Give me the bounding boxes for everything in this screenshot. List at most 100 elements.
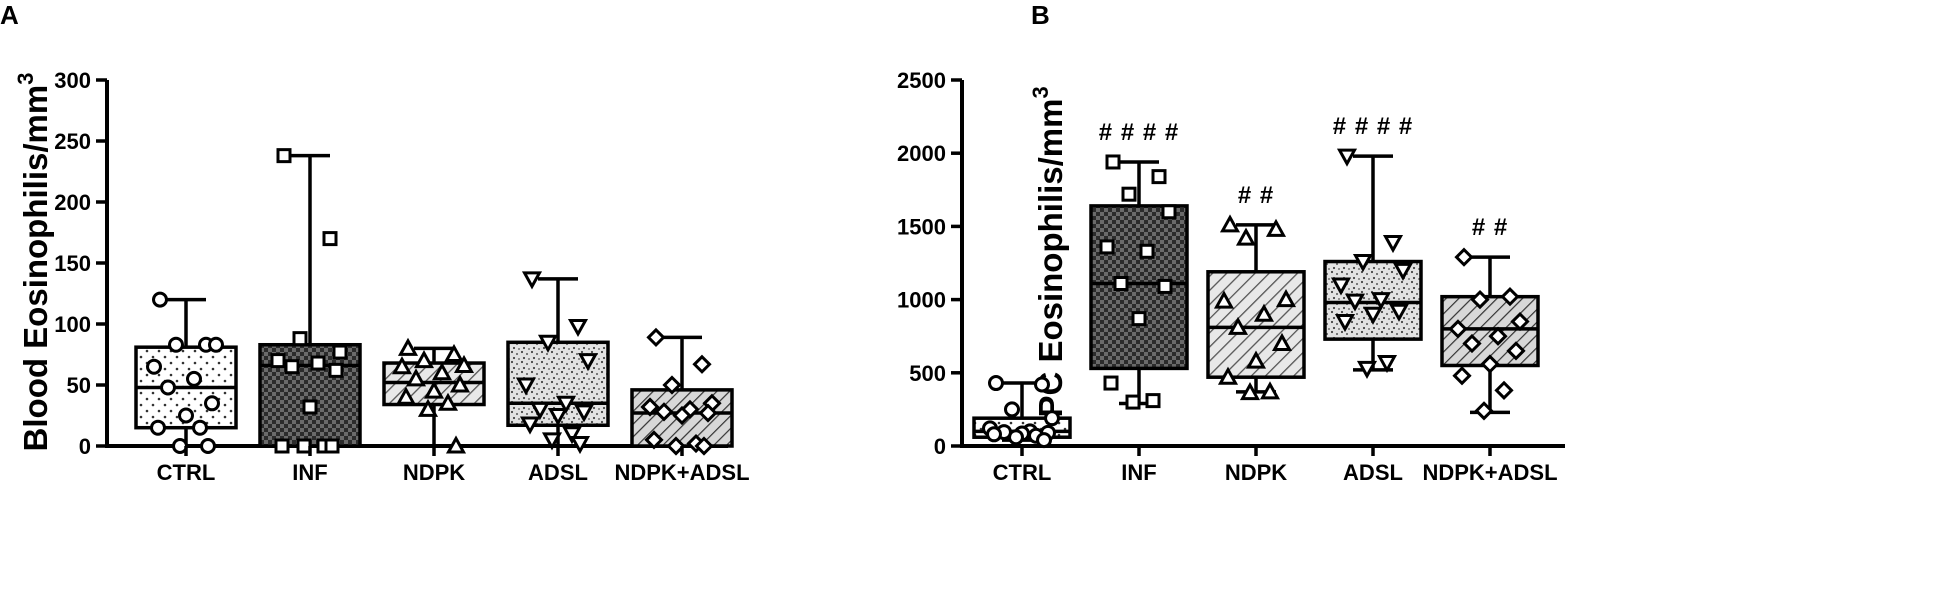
panel-a-point-adsl-5 <box>555 395 577 414</box>
panel-b-point-ndpk-adsl-1 <box>1500 287 1520 307</box>
panel-a-point-ctrl-7 <box>204 395 220 412</box>
panel-b-y-tick-label-2: 1000 <box>897 288 946 313</box>
panel-b-significance-ndpk-adsl: # # <box>1472 214 1508 241</box>
panel-b-point-inf-10 <box>1145 393 1161 409</box>
panel-a-point-inf-4 <box>270 353 286 369</box>
panel-a-point-ndpk-adsl-1 <box>692 354 712 374</box>
panel-a-point-adsl-4 <box>515 377 537 396</box>
panel-a-y-axis-label: Blood Eosinophilis/mm <box>17 85 54 452</box>
panel-b-point-ndpk-adsl-8 <box>1480 354 1500 374</box>
panel-a-point-ndpk-6 <box>405 368 427 387</box>
panel-a-point-ctrl-9 <box>150 419 166 436</box>
panel-a-point-adsl-8 <box>547 408 569 427</box>
panel-b-point-ctrl-3 <box>1044 410 1060 427</box>
panel-b-point-adsl-7 <box>1388 303 1410 322</box>
panel-a-point-ndpk-1 <box>443 343 465 362</box>
panel-b-category-label-inf: INF <box>1121 460 1156 485</box>
panel-b-point-inf-6 <box>1113 275 1129 291</box>
panel-a-chart: A Blood Eosinophilis/mm3 0 50 100 150 200 250… <box>0 0 750 485</box>
panel-b-box-adsl <box>1323 148 1423 379</box>
panel-b-point-ndpk-adsl-9 <box>1452 366 1472 386</box>
panel-a-y-axis-title: Blood Eosinophilis/mm3 <box>13 73 54 452</box>
panel-a-category-label-ndpk: NDPK <box>403 460 465 485</box>
panel-b-point-inf-9 <box>1103 375 1119 391</box>
panel-a-point-inf-5 <box>310 355 326 371</box>
panel-a-point-inf-6 <box>284 359 300 375</box>
panel-b-iqr-box-inf <box>1089 204 1189 371</box>
panel-a-point-adsl-9 <box>519 416 541 435</box>
panel-b-point-ndpk-10 <box>1259 381 1281 400</box>
panel-a-point-ndpk-adsl-12 <box>694 436 714 456</box>
panel-b-point-ndpk-6 <box>1227 316 1249 335</box>
panel-a-point-inf-9 <box>274 438 290 454</box>
panel-b-category-label-adsl: ADSL <box>1343 460 1403 485</box>
panel-a-point-inf-11 <box>296 438 312 454</box>
panel-a-category-label-ndpk-adsl: NDPK+ADSL <box>614 460 749 485</box>
panel-b-point-ctrl-1 <box>1034 376 1050 393</box>
panel-b-point-inf-3 <box>1161 204 1177 220</box>
panel-a-y-tick-label-4: 200 <box>54 190 91 215</box>
panel-b-point-adsl-1 <box>1382 235 1404 254</box>
panel-a-plot-area: 0 50 100 150 200 250 300 CTRL INF NDPK ADSL NDPK+AD… <box>54 68 749 485</box>
panel-b-point-ctrl-0 <box>988 375 1004 392</box>
panel-b-point-ctrl-12 <box>1036 432 1052 449</box>
panel-b-iqr-box-adsl <box>1323 259 1423 341</box>
panel-b-point-ndpk-3 <box>1275 289 1297 308</box>
panel-b-y-tick-label-5: 2500 <box>897 68 946 93</box>
panel-b-point-adsl-11 <box>1356 360 1378 379</box>
panel-b-point-ndpk-4 <box>1213 290 1235 309</box>
panel-a-point-adsl-10 <box>561 426 583 445</box>
panel-a-point-inf-3 <box>332 344 348 360</box>
panel-b-point-ndpk-adsl-3 <box>1510 311 1530 332</box>
panel-a-point-ndpk-2 <box>413 350 435 369</box>
panel-a-point-ndpk-adsl-2 <box>662 375 682 395</box>
panel-a-box-inf <box>258 148 362 454</box>
panel-b-significance-adsl: # # # # <box>1333 113 1413 140</box>
panel-b-point-ndpk-adsl-4 <box>1448 319 1468 339</box>
panel-a-point-inf-2 <box>292 331 308 347</box>
panel-a-y-tick-label-6: 300 <box>54 68 91 93</box>
panel-b-point-ctrl-11 <box>1008 429 1024 446</box>
panel-a-box-ctrl <box>134 291 238 454</box>
panel-a-point-ndpk-adsl-9 <box>644 430 664 450</box>
panel-b-y-tick-label-0: 0 <box>934 434 946 459</box>
panel-a-point-adsl-12 <box>569 436 591 455</box>
panel-a-y-tick-label-2: 100 <box>54 312 91 337</box>
panel-b-point-ndpk-9 <box>1217 366 1239 385</box>
panel-a-point-ndpk-adsl-0 <box>646 327 666 348</box>
panel-a-point-adsl-2 <box>537 334 559 353</box>
panel-b-point-ndpk-adsl-0 <box>1454 247 1474 267</box>
panel-a-point-inf-8 <box>302 399 318 415</box>
panel-a-point-adsl-0 <box>521 271 543 290</box>
panel-a-category-label-inf: INF <box>292 460 327 485</box>
panel-a-point-ctrl-2 <box>168 336 184 353</box>
panel-b-point-ndpk-0 <box>1219 214 1241 233</box>
panel-a-point-ndpk-12 <box>445 435 467 454</box>
panel-a-point-ndpk-10 <box>437 392 459 411</box>
panel-a-point-ctrl-10 <box>192 419 208 436</box>
panel-a-point-adsl-3 <box>577 353 599 372</box>
panel-b-point-inf-8 <box>1131 311 1147 327</box>
panel-b-y-tick-label-1: 500 <box>909 361 946 386</box>
panel-b-box-inf <box>1089 154 1189 410</box>
panel-b-point-inf-2 <box>1121 186 1137 202</box>
svg-text:Blood Eosinophilis/mm3: Blood Eosinophilis/mm3 <box>13 73 54 452</box>
panel-b-point-ndpk-11 <box>1239 381 1261 401</box>
panel-a-point-adsl-1 <box>567 318 589 338</box>
panel-a-y-tick-label-0: 0 <box>79 434 91 459</box>
panel-b-point-ndpk-adsl-5 <box>1488 326 1508 346</box>
panel-a-point-ctrl-8 <box>178 407 194 424</box>
panel-a-point-inf-0 <box>276 148 292 164</box>
panel-b-y-axis-sup: 3 <box>1028 86 1053 98</box>
panel-a-category-label-adsl: ADSL <box>528 460 588 485</box>
panel-a-point-ndpk-7 <box>449 374 471 393</box>
panel-b-category-label-ndpk: NDPK <box>1225 460 1287 485</box>
panel-a-point-inf-12 <box>324 438 340 454</box>
panel-b-y-tick-label-4: 2000 <box>897 141 946 166</box>
panel-a-point-ctrl-5 <box>186 370 202 387</box>
panel-a-point-ndpk-adsl-8 <box>672 405 692 426</box>
panel-a-box-ndpk-adsl <box>630 327 734 456</box>
panel-b-point-ndpk-adsl-2 <box>1470 289 1490 310</box>
panel-b-category-label-ndpk-adsl: NDPK+ADSL <box>1422 460 1557 485</box>
